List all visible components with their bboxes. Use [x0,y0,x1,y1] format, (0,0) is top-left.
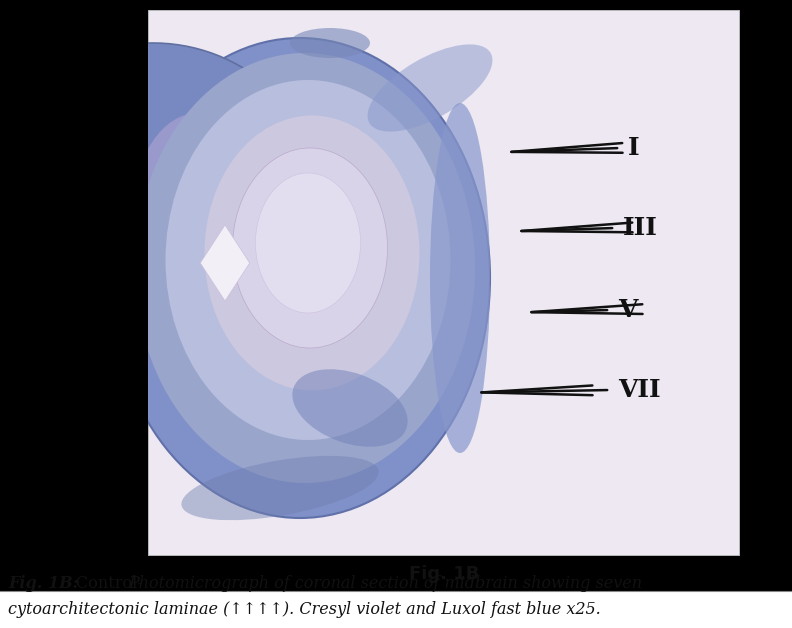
FancyBboxPatch shape [0,591,792,628]
Ellipse shape [256,173,360,313]
Text: Photomicrograph of coronal section of midbrain showing seven: Photomicrograph of coronal section of mi… [128,575,642,592]
Ellipse shape [133,113,263,313]
Text: Control-: Control- [76,575,148,592]
Ellipse shape [166,80,451,440]
Ellipse shape [204,116,420,391]
Text: III: III [623,216,658,240]
Wedge shape [123,43,328,391]
Ellipse shape [110,38,490,518]
Ellipse shape [367,45,493,132]
Text: V: V [618,298,638,322]
Ellipse shape [292,369,408,447]
Ellipse shape [233,148,387,348]
Text: cytoarchitectonic laminae (↑↑↑↑). Cresyl violet and Luxol fast blue x25.: cytoarchitectonic laminae (↑↑↑↑). Cresyl… [8,602,601,619]
Ellipse shape [430,103,490,453]
FancyBboxPatch shape [148,10,740,556]
Ellipse shape [135,53,475,483]
Text: I: I [628,136,640,160]
Ellipse shape [181,456,379,520]
Text: VII: VII [618,378,661,402]
Polygon shape [200,225,249,301]
Ellipse shape [290,28,370,58]
Text: Fig. 1B: Fig. 1B [409,565,479,583]
Text: Fig. 1B:: Fig. 1B: [8,575,78,592]
